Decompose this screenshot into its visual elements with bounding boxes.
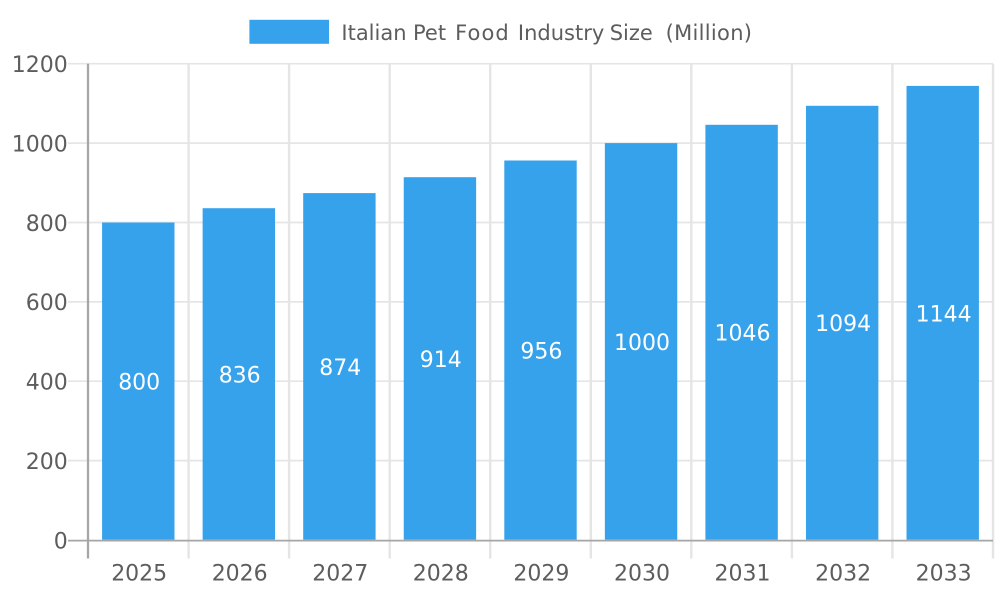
svg-text:800: 800 <box>26 212 68 237</box>
svg-text:2026: 2026 <box>212 562 268 587</box>
svg-text:2030: 2030 <box>614 562 670 587</box>
svg-text:2031: 2031 <box>715 562 771 587</box>
svg-text:1200: 1200 <box>12 53 68 78</box>
svg-text:836: 836 <box>219 363 261 388</box>
svg-text:956: 956 <box>520 340 562 365</box>
svg-text:1000: 1000 <box>12 132 68 157</box>
svg-text:0: 0 <box>54 529 68 554</box>
svg-text:2025: 2025 <box>111 562 167 587</box>
svg-text:914: 914 <box>420 348 462 373</box>
svg-text:800: 800 <box>118 371 160 396</box>
svg-text:2029: 2029 <box>513 562 569 587</box>
svg-text:400: 400 <box>26 371 68 396</box>
svg-text:2032: 2032 <box>815 562 871 587</box>
svg-text:200: 200 <box>26 450 68 475</box>
svg-text:1000: 1000 <box>614 331 670 356</box>
svg-text:2027: 2027 <box>312 562 368 587</box>
svg-text:1046: 1046 <box>715 322 771 347</box>
svg-text:600: 600 <box>26 291 68 316</box>
svg-text:2033: 2033 <box>916 562 972 587</box>
svg-text:1144: 1144 <box>916 302 972 327</box>
svg-text:2028: 2028 <box>413 562 469 587</box>
svg-text:1094: 1094 <box>815 312 871 337</box>
svg-text:874: 874 <box>319 356 361 381</box>
